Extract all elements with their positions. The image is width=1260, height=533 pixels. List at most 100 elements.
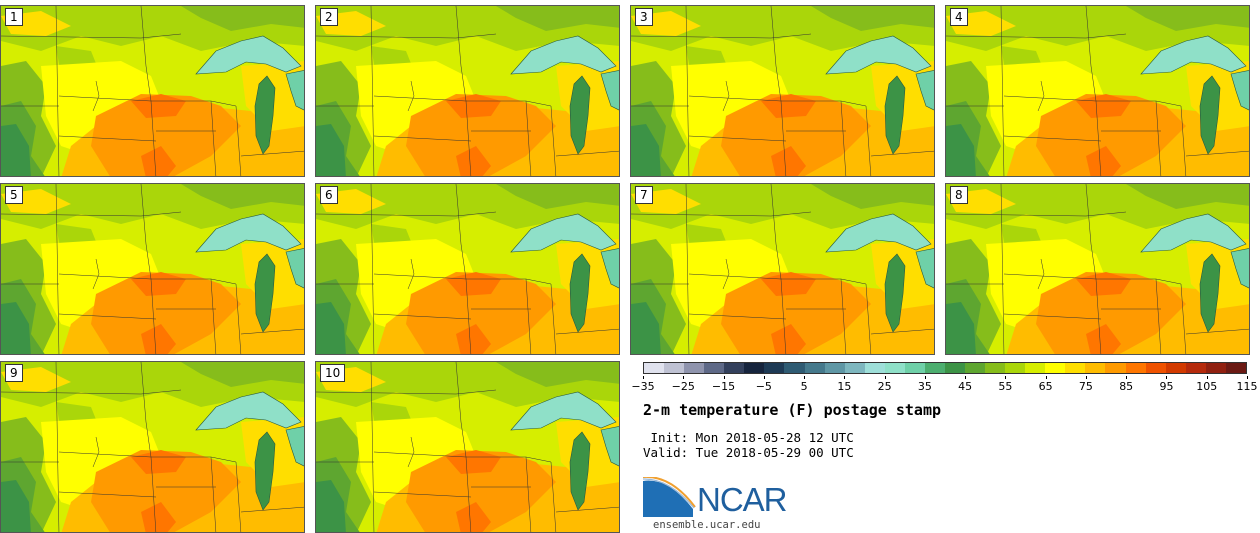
- ensemble-member-panel: 2: [315, 5, 620, 177]
- temperature-map: [316, 184, 619, 354]
- init-time: Init: Mon 2018-05-28 12 UTC: [643, 430, 854, 445]
- colorbar-tick-label: 35: [917, 380, 932, 393]
- colorbar-tick-label: 5: [800, 380, 808, 393]
- colorbar-segment: [1185, 363, 1206, 373]
- ncar-logo-icon: [643, 477, 696, 517]
- temperature-map: [946, 6, 1249, 176]
- colorbar-tick-label: −15: [711, 380, 736, 393]
- ensemble-member-panel: 4: [945, 5, 1250, 177]
- colorbar-tickmark: [1166, 376, 1168, 379]
- colorbar-segment: [904, 363, 925, 373]
- ensemble-url: ensemble.ucar.edu: [653, 519, 761, 531]
- colorbar-tick-label: 115: [1236, 380, 1258, 393]
- colorbar-segment: [764, 363, 785, 373]
- colorbar-tickmark: [723, 376, 725, 379]
- colorbar-tick-label: 75: [1078, 380, 1093, 393]
- member-number: 3: [635, 8, 653, 26]
- colorbar-tick-label: 95: [1159, 380, 1174, 393]
- temperature-map: [946, 184, 1249, 354]
- ensemble-member-panel: 7: [630, 183, 935, 355]
- colorbar-tick-label: 85: [1119, 380, 1134, 393]
- colorbar-tickmark: [804, 376, 806, 379]
- colorbar-segment: [1025, 363, 1046, 373]
- colorbar-segment: [985, 363, 1006, 373]
- colorbar-tickmark: [924, 376, 926, 379]
- colorbar-segment: [944, 363, 965, 373]
- colorbar-tickmark: [884, 376, 886, 379]
- temperature-map: [631, 184, 934, 354]
- temperature-map: [1, 184, 304, 354]
- member-number: 6: [320, 186, 338, 204]
- colorbar-segment: [1105, 363, 1126, 373]
- member-number: 5: [5, 186, 23, 204]
- colorbar-segment: [864, 363, 885, 373]
- colorbar-segment: [1225, 363, 1246, 373]
- temperature-colorbar: [643, 362, 1247, 374]
- member-number: 4: [950, 8, 968, 26]
- colorbar-segment: [884, 363, 905, 373]
- colorbar-segment: [924, 363, 945, 373]
- colorbar-tickmark: [965, 376, 967, 379]
- colorbar-ticks: −35 −25 −15 −5 5 15 25 35 45 55 65 75 85 95 105 115: [631, 376, 1258, 393]
- colorbar-tickmark: [1005, 376, 1007, 379]
- temperature-map: [316, 362, 619, 532]
- ensemble-member-panel: 10: [315, 361, 620, 533]
- colorbar-segment: [644, 363, 665, 373]
- member-number: 1: [5, 8, 23, 26]
- colorbar-segment: [804, 363, 825, 373]
- colorbar-tickmark: [683, 376, 685, 379]
- member-number: 7: [635, 186, 653, 204]
- figure-title: 2-m temperature (F) postage stamp: [643, 401, 942, 419]
- ensemble-member-panel: 8: [945, 183, 1250, 355]
- colorbar-tickmark: [1247, 376, 1248, 379]
- ensemble-member-panel: 3: [630, 5, 935, 177]
- colorbar-tick-label: 15: [837, 380, 852, 393]
- colorbar-tick-label: −35: [631, 380, 655, 393]
- colorbar-segment: [1085, 363, 1106, 373]
- colorbar-tickmark: [1126, 376, 1128, 379]
- colorbar-segment: [704, 363, 725, 373]
- colorbar-tick-label: −25: [671, 380, 695, 393]
- colorbar-segment: [965, 363, 986, 373]
- colorbar-tick-label: 65: [1038, 380, 1053, 393]
- colorbar-tickmark: [844, 376, 846, 379]
- ensemble-member-panel: 1: [0, 5, 305, 177]
- colorbar-segment: [1065, 363, 1086, 373]
- colorbar-segment: [844, 363, 865, 373]
- colorbar-tickmark: [643, 376, 644, 379]
- member-number: 8: [950, 186, 968, 204]
- colorbar-segment: [1005, 363, 1026, 373]
- colorbar-segment: [744, 363, 765, 373]
- colorbar-segment: [1145, 363, 1166, 373]
- member-number: 2: [320, 8, 338, 26]
- temperature-map: [1, 6, 304, 176]
- ensemble-member-panel: 6: [315, 183, 620, 355]
- colorbar-segment: [664, 363, 685, 373]
- colorbar-tick-label: 25: [877, 380, 892, 393]
- colorbar-tickmark: [763, 376, 765, 379]
- colorbar-segment: [1045, 363, 1066, 373]
- colorbar-segment: [784, 363, 805, 373]
- colorbar-segment: [824, 363, 845, 373]
- colorbar-segment: [724, 363, 745, 373]
- temperature-map: [1, 362, 304, 532]
- ensemble-member-panel: 5: [0, 183, 305, 355]
- colorbar-segment: [1125, 363, 1146, 373]
- colorbar-tickmark: [1206, 376, 1208, 379]
- ncar-logo-text: NCAR: [697, 481, 788, 518]
- colorbar-segment: [1165, 363, 1186, 373]
- member-number: 9: [5, 364, 23, 382]
- temperature-map: [631, 6, 934, 176]
- ensemble-member-panel: 9: [0, 361, 305, 533]
- member-number: 10: [320, 364, 346, 382]
- valid-time: Valid: Tue 2018-05-29 00 UTC: [643, 445, 854, 460]
- colorbar-tick-label: −5: [755, 380, 772, 393]
- colorbar-tick-label: 45: [958, 380, 973, 393]
- colorbar-tickmark: [1045, 376, 1047, 379]
- colorbar-tickmark: [1085, 376, 1087, 379]
- colorbar-segment: [684, 363, 705, 373]
- colorbar-segment: [1205, 363, 1226, 373]
- colorbar-tick-label: 55: [998, 380, 1013, 393]
- colorbar-tick-label: 105: [1196, 380, 1218, 393]
- temperature-map: [316, 6, 619, 176]
